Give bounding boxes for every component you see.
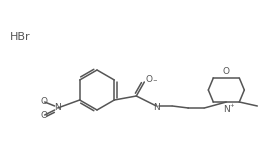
Text: O: O <box>223 66 230 75</box>
Text: $^+$: $^+$ <box>228 103 235 111</box>
Text: O: O <box>146 75 153 85</box>
Text: $^-$: $^-$ <box>151 76 158 86</box>
Text: N: N <box>153 103 160 111</box>
Text: N: N <box>223 104 230 114</box>
Text: O: O <box>40 111 47 121</box>
Text: O: O <box>40 97 47 105</box>
Text: N: N <box>54 104 61 112</box>
Text: HBr: HBr <box>10 32 31 42</box>
